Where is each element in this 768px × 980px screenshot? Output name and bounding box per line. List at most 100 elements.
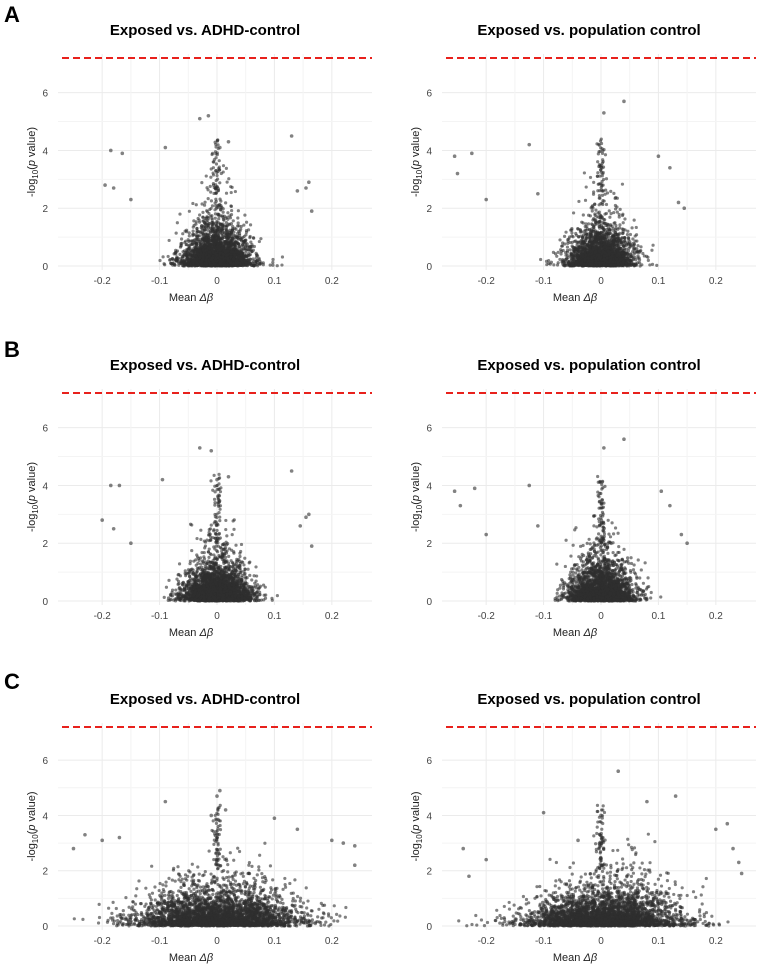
panel-label-b: B	[4, 337, 20, 362]
data-point	[594, 218, 598, 222]
data-point	[103, 183, 107, 187]
data-point	[618, 207, 622, 212]
data-point	[564, 253, 568, 257]
data-point	[216, 221, 221, 225]
data-point	[613, 207, 618, 211]
data-point	[219, 214, 223, 218]
y-tick-label: 4	[42, 146, 48, 157]
data-point	[191, 233, 195, 238]
data-point	[565, 256, 569, 261]
data-point	[214, 197, 218, 201]
data-point	[216, 246, 220, 250]
data-point	[612, 210, 616, 215]
data-point	[631, 247, 636, 251]
data-point	[200, 202, 204, 206]
data-point	[221, 255, 225, 260]
data-point	[612, 244, 616, 249]
data-point	[192, 219, 196, 223]
data-point	[547, 261, 551, 265]
data-point	[227, 232, 231, 236]
data-point	[195, 242, 199, 247]
data-point	[202, 243, 206, 247]
data-point	[202, 241, 206, 245]
data-point	[178, 252, 182, 256]
data-point	[216, 213, 220, 217]
data-point	[208, 184, 212, 188]
data-point	[229, 241, 234, 245]
data-point	[584, 222, 588, 226]
data-point	[229, 255, 233, 259]
data-point	[624, 247, 628, 251]
data-point	[552, 263, 556, 267]
data-point	[183, 229, 187, 233]
data-point	[567, 262, 571, 267]
data-point	[216, 264, 220, 268]
data-point	[571, 211, 576, 215]
data-point	[650, 248, 654, 252]
data-point	[224, 224, 228, 228]
data-point	[206, 113, 211, 118]
data-point	[560, 257, 565, 262]
data-point	[234, 239, 238, 243]
data-point	[620, 236, 624, 241]
data-point	[571, 262, 575, 267]
data-point	[562, 262, 566, 267]
data-point	[258, 259, 262, 263]
data-point	[217, 166, 221, 171]
data-point	[178, 212, 182, 216]
data-point	[558, 257, 562, 262]
data-point	[194, 203, 198, 207]
data-point	[577, 199, 581, 204]
data-point	[218, 145, 222, 150]
data-point	[218, 251, 223, 255]
data-point	[565, 245, 570, 249]
data-point	[226, 211, 230, 215]
data-point	[591, 218, 595, 222]
data-point	[191, 229, 195, 233]
data-point	[201, 231, 205, 235]
data-point	[569, 252, 574, 256]
data-point	[239, 253, 243, 257]
y-tick-label: 2	[42, 204, 48, 215]
data-point	[220, 227, 224, 231]
data-point	[221, 207, 225, 211]
data-point	[633, 239, 637, 243]
data-point	[172, 262, 176, 266]
data-point	[196, 230, 200, 234]
data-point	[212, 262, 216, 266]
data-point	[626, 229, 630, 233]
data-point	[221, 210, 225, 214]
data-point	[207, 250, 211, 254]
data-point	[205, 255, 209, 259]
data-point	[252, 236, 256, 240]
data-point	[223, 263, 228, 267]
data-point	[258, 262, 262, 266]
data-point	[225, 254, 229, 258]
data-point	[613, 228, 617, 232]
data-point	[280, 255, 285, 259]
data-point	[226, 259, 231, 263]
data-point	[205, 239, 210, 243]
data-point	[575, 255, 579, 260]
data-point	[214, 234, 218, 238]
data-point	[224, 250, 228, 254]
data-point	[217, 203, 222, 207]
data-point	[249, 240, 253, 244]
data-point	[211, 173, 216, 177]
data-point	[231, 227, 235, 231]
data-point	[271, 263, 275, 267]
data-point	[608, 215, 612, 219]
data-point	[254, 256, 258, 260]
data-point	[188, 246, 192, 250]
y-tick-label: 0	[42, 262, 48, 273]
data-point	[169, 261, 173, 265]
data-point	[179, 261, 183, 266]
data-point	[209, 190, 213, 194]
data-point	[195, 227, 199, 231]
panel-label-c: C	[4, 669, 20, 694]
data-point	[161, 255, 165, 259]
data-point	[591, 246, 595, 250]
data-point	[605, 227, 609, 231]
data-point	[629, 254, 633, 258]
data-point	[567, 235, 572, 239]
